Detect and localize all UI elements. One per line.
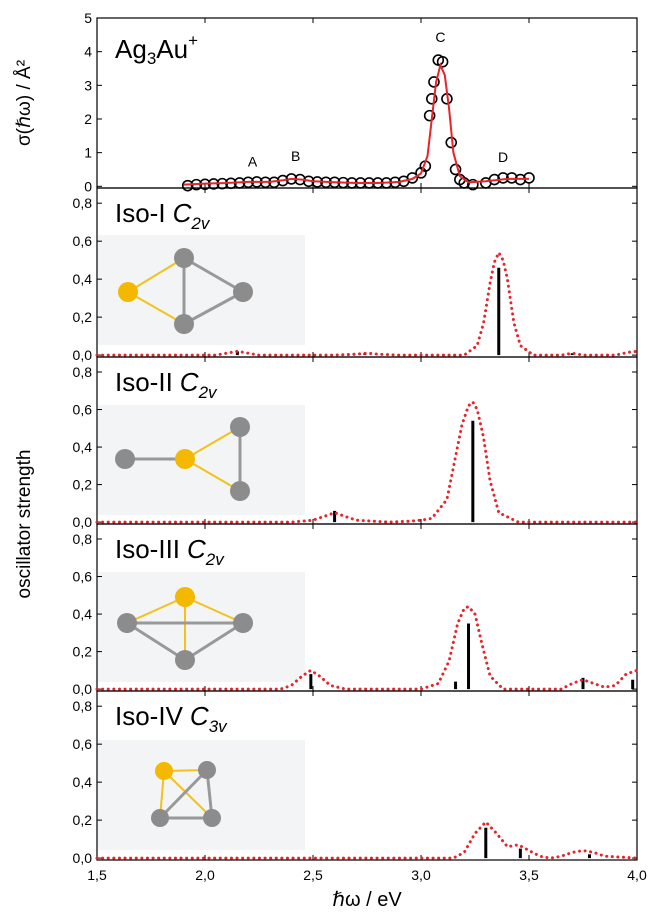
y-tick-label: 0,0 bbox=[73, 514, 93, 530]
x-tick-label: 4,0 bbox=[627, 867, 647, 883]
structure-iso-ii bbox=[98, 405, 305, 515]
y-tick-label: 0,8 bbox=[73, 195, 93, 211]
title-sub: 2v bbox=[198, 383, 218, 402]
panel-title: Iso-IV C3v bbox=[115, 701, 228, 736]
title-part: Iso-I bbox=[115, 198, 166, 228]
y-tick-label: 2 bbox=[84, 111, 92, 127]
title-sup: + bbox=[188, 31, 198, 50]
data-point bbox=[436, 55, 449, 68]
y-tick-label: 0 bbox=[84, 178, 92, 194]
data-point bbox=[423, 109, 436, 122]
title-part: Au bbox=[156, 34, 188, 64]
x-tick-label: 2,5 bbox=[303, 867, 323, 883]
y-tick-label: 0,8 bbox=[73, 364, 93, 380]
annotation: D bbox=[498, 149, 508, 165]
y-tick-label: 0,4 bbox=[73, 439, 93, 455]
y-tick-label: 0,2 bbox=[73, 309, 93, 325]
y-tick-label: 0,6 bbox=[73, 736, 93, 752]
y-tick-label: 1 bbox=[84, 145, 92, 161]
panel-title: Iso-II C2v bbox=[115, 367, 218, 402]
spectrum-curve bbox=[95, 604, 639, 691]
title-sub: 3 bbox=[147, 49, 156, 68]
y-tick-label: 3 bbox=[84, 77, 92, 93]
fit-line bbox=[183, 62, 529, 186]
annotation: A bbox=[248, 153, 258, 169]
x-tick-label: 1,5 bbox=[87, 867, 107, 883]
annotation: C bbox=[435, 29, 445, 45]
y-tick-label: 0,6 bbox=[73, 569, 93, 585]
data-point bbox=[181, 179, 194, 192]
panel-frame bbox=[96, 690, 638, 861]
data-point bbox=[425, 92, 438, 105]
title-part: Iso-II bbox=[115, 367, 173, 397]
title-part: Iso-IV bbox=[115, 701, 184, 731]
title-part: Ag bbox=[115, 34, 147, 64]
y-tick-label: 0,0 bbox=[73, 681, 93, 697]
y-tick-label: 0,6 bbox=[73, 402, 93, 418]
y-tick-label: 0,4 bbox=[73, 606, 93, 622]
title-symbol: C bbox=[180, 367, 199, 397]
spectrum-curve bbox=[95, 819, 639, 860]
structure-iso-i bbox=[98, 235, 305, 345]
structure-iso-iv bbox=[98, 740, 305, 850]
y-tick-label: 0,8 bbox=[73, 698, 93, 714]
title-sub: 2v bbox=[205, 550, 225, 569]
panel-title: Iso-III C2v bbox=[115, 534, 225, 569]
y-tick-label: 5 bbox=[84, 10, 92, 26]
title-sub: 2v bbox=[190, 214, 210, 233]
data-point bbox=[449, 163, 462, 176]
data-point bbox=[467, 178, 479, 191]
title-sub: 3v bbox=[209, 717, 228, 736]
y-tick-label: 0,8 bbox=[73, 531, 93, 547]
title-symbol: C bbox=[187, 534, 206, 564]
x-tick-label: 3,0 bbox=[411, 867, 431, 883]
x-tick-label: 3,5 bbox=[519, 867, 539, 883]
spectrum-curve bbox=[95, 249, 639, 357]
y-tick-label: 0,2 bbox=[73, 477, 93, 493]
y-axis-label: σ(ℏω) / Å² bbox=[14, 60, 35, 146]
y-tick-label: 0,0 bbox=[73, 850, 93, 866]
x-axis-label: ℏω / eV bbox=[332, 889, 402, 911]
annotation: B bbox=[291, 148, 300, 164]
panel-title: Ag3Au+ bbox=[115, 31, 198, 68]
y-tick-label: 0,2 bbox=[73, 644, 93, 660]
y-tick-label: 0,4 bbox=[73, 271, 93, 287]
title-part: Iso-III bbox=[115, 534, 180, 564]
data-point bbox=[406, 172, 419, 184]
structure-iso-iii bbox=[98, 572, 305, 682]
y-tick-label: 4 bbox=[84, 44, 92, 60]
title-symbol: C bbox=[173, 198, 192, 228]
y-tick-label: 0,6 bbox=[73, 233, 93, 249]
y-tick-label: 0,2 bbox=[73, 812, 93, 828]
title-symbol: C bbox=[190, 701, 209, 731]
y-tick-label: 0,4 bbox=[73, 774, 93, 790]
data-point bbox=[428, 76, 440, 88]
y-axis-label: oscillator strength bbox=[14, 450, 35, 599]
y-tick-label: 0,0 bbox=[73, 347, 93, 363]
panel-title: Iso-I C2v bbox=[115, 198, 211, 233]
x-tick-label: 2,0 bbox=[195, 867, 215, 883]
